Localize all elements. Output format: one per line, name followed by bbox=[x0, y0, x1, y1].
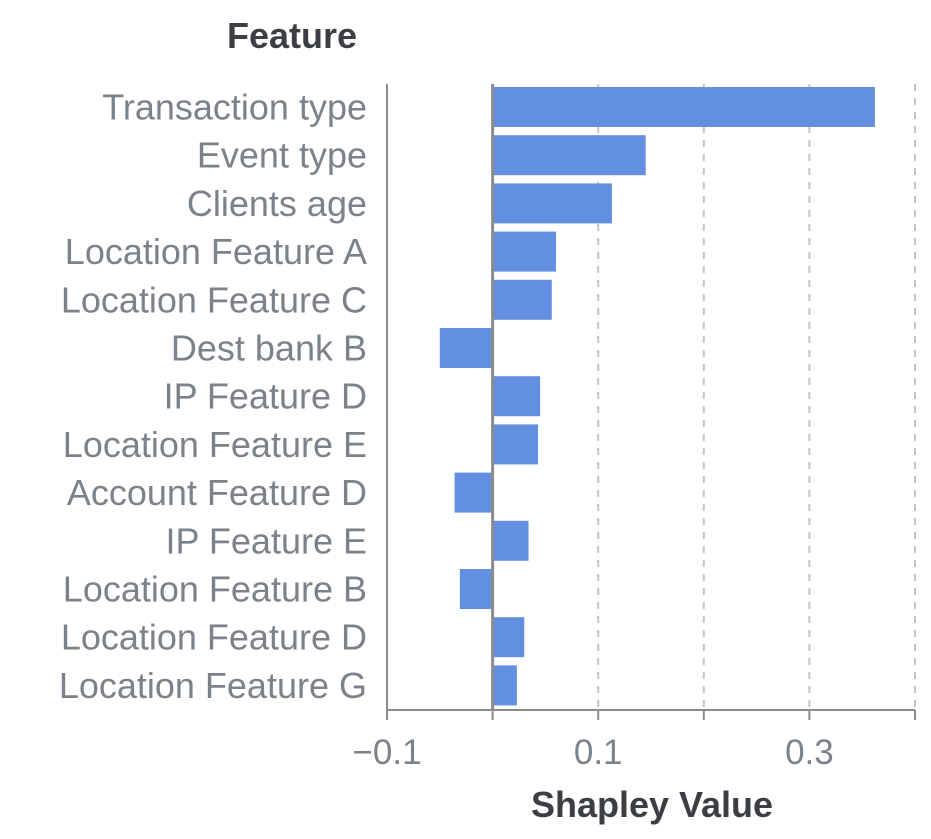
bar-location-feature-e bbox=[492, 424, 539, 465]
category-label-layer: Transaction type Event type Clients age Loc… bbox=[59, 87, 367, 706]
bar-event-type bbox=[492, 135, 646, 176]
bar-location-feature-c bbox=[492, 279, 552, 320]
category-label-location-feature-b: Location Feature B bbox=[63, 569, 367, 610]
bar-location-feature-d bbox=[492, 617, 525, 658]
grid-layer bbox=[597, 84, 916, 710]
bar-location-feature-g bbox=[492, 665, 517, 706]
category-label-location-feature-c: Location Feature C bbox=[61, 279, 367, 320]
axis-layer bbox=[386, 84, 916, 720]
bar-location-feature-a bbox=[492, 231, 556, 272]
tick-label-layer: −0.1 0.1 0.3 bbox=[352, 733, 833, 772]
x-tick-label-0-3: 0.3 bbox=[785, 733, 834, 772]
x-tick-label-0-1: −0.1 bbox=[352, 733, 421, 772]
bar-account-feature-d bbox=[454, 472, 493, 513]
category-label-dest-bank-b: Dest bank B bbox=[171, 328, 367, 369]
bar-clients-age bbox=[492, 183, 612, 224]
category-label-event-type: Event type bbox=[197, 135, 367, 176]
bar-location-feature-b bbox=[459, 569, 493, 609]
category-label-account-feature-d: Account Feature D bbox=[67, 472, 367, 513]
category-label-location-feature-d: Location Feature D bbox=[61, 617, 367, 658]
x-axis-title: Shapley Value bbox=[531, 784, 773, 825]
category-label-ip-feature-d: IP Feature D bbox=[164, 376, 367, 417]
category-label-location-feature-g: Location Feature G bbox=[59, 665, 367, 706]
bar-ip-feature-e bbox=[492, 520, 529, 561]
bar-dest-bank-b bbox=[439, 328, 493, 368]
y-axis-title: Feature bbox=[227, 15, 357, 56]
category-label-ip-feature-e: IP Feature E bbox=[166, 520, 367, 561]
x-tick-label-0-1: 0.1 bbox=[574, 733, 623, 772]
bar-transaction-type bbox=[492, 87, 875, 127]
category-label-transaction-type: Transaction type bbox=[102, 87, 367, 128]
category-label-location-feature-e: Location Feature E bbox=[63, 424, 367, 465]
bar-ip-feature-d bbox=[492, 376, 541, 417]
category-label-location-feature-a: Location Feature A bbox=[65, 231, 367, 272]
category-label-clients-age: Clients age bbox=[187, 183, 367, 224]
bar-layer bbox=[439, 87, 875, 706]
